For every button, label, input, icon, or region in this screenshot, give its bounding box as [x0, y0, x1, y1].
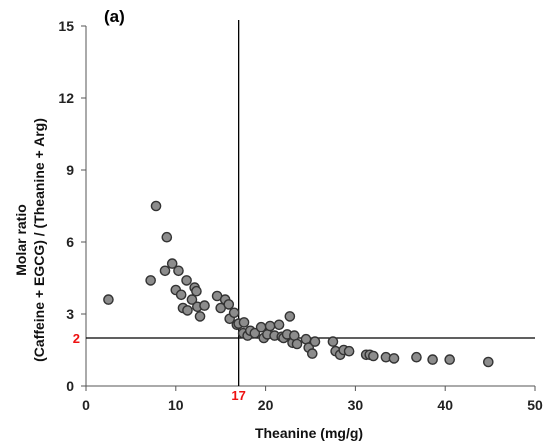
data-point [411, 351, 422, 363]
data-point [444, 354, 455, 365]
data-point [182, 305, 193, 316]
y-tick-label: 6 [66, 234, 74, 250]
data-point [186, 294, 198, 305]
y-tick-label: 3 [66, 306, 74, 322]
data-point [181, 275, 192, 286]
data-point [175, 289, 187, 301]
data-point [238, 317, 250, 328]
y-axis-title: Molar ratio (Caffeine + EGCG) / (Theanin… [13, 118, 47, 362]
data-point [199, 300, 210, 311]
x-tick-label: 20 [258, 397, 274, 413]
data-point [103, 294, 114, 305]
data-point [388, 353, 400, 364]
data-point [249, 327, 261, 339]
data-point [483, 356, 494, 368]
data-point [306, 348, 318, 359]
x-tick-label: 30 [348, 397, 364, 413]
panel-label: (a) [104, 7, 125, 26]
data-point [327, 336, 339, 347]
data-point [145, 275, 156, 286]
data-point [273, 319, 285, 331]
data-point [291, 338, 303, 350]
y-axis-title-line2: (Caffeine + EGCG) / (Theanine + Arg) [31, 118, 47, 362]
data-point [166, 258, 178, 269]
data-point [159, 265, 171, 277]
x-tick-label: 10 [168, 397, 184, 413]
y-tick-label: 9 [66, 162, 74, 178]
x-tick-label: 0 [82, 397, 90, 413]
reference-x-label: 17 [231, 388, 245, 403]
data-point [284, 311, 296, 322]
data-point [161, 231, 173, 243]
y-tick-label: 0 [66, 378, 74, 394]
data-point [228, 307, 240, 319]
data-point [309, 336, 321, 347]
data-point [191, 285, 202, 297]
data-point [194, 311, 206, 322]
data-point [343, 345, 355, 357]
y-tick-label: 15 [58, 18, 74, 34]
data-point [427, 354, 438, 365]
x-axis-title: Theanine (mg/g) [255, 425, 363, 441]
reference-y-label: 2 [73, 331, 80, 346]
data-point [150, 200, 162, 212]
y-axis-title-line1: Molar ratio [13, 204, 29, 276]
data-point [368, 350, 379, 362]
y-tick-label: 12 [58, 90, 74, 106]
x-tick-label: 50 [527, 397, 543, 413]
x-tick-label: 40 [437, 397, 453, 413]
data-point [173, 265, 184, 277]
data-point [264, 320, 276, 332]
data-point [223, 299, 235, 310]
